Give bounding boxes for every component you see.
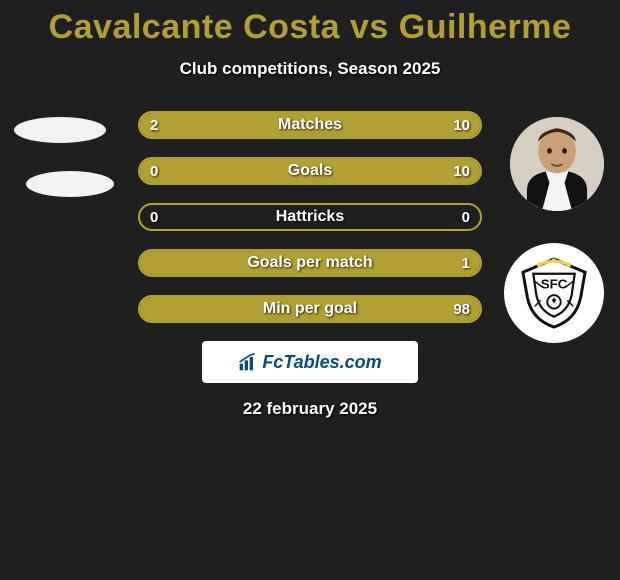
player1-club-logo xyxy=(26,171,114,197)
bar-fill-right xyxy=(197,113,480,137)
stat-bar: Goals per match1 xyxy=(138,249,482,277)
bar-value-left: 0 xyxy=(150,205,158,229)
bar-fill-right xyxy=(140,297,480,321)
player2-avatar xyxy=(510,117,604,211)
bar-value-right: 98 xyxy=(453,297,470,321)
comparison-bars: Matches210Goals010Hattricks00Goals per m… xyxy=(138,111,482,323)
chart-icon xyxy=(238,352,258,372)
bar-value-right: 10 xyxy=(453,113,470,137)
player2-club-logo: SFC xyxy=(504,243,604,343)
source-logo: FcTables.com xyxy=(202,341,418,383)
bar-fill-right xyxy=(140,251,480,275)
player1-avatar xyxy=(14,117,106,143)
bar-fill-right xyxy=(140,159,480,183)
svg-text:SFC: SFC xyxy=(541,277,568,292)
date-text: 22 february 2025 xyxy=(0,399,620,419)
page-title: Cavalcante Costa vs Guilherme xyxy=(0,0,620,47)
subtitle: Club competitions, Season 2025 xyxy=(0,59,620,79)
bar-value-right: 1 xyxy=(462,251,470,275)
bar-label: Hattricks xyxy=(140,205,480,229)
bar-value-right: 0 xyxy=(462,205,470,229)
bar-value-right: 10 xyxy=(453,159,470,183)
bar-fill-left xyxy=(140,113,197,137)
stat-bar: Min per goal98 xyxy=(138,295,482,323)
stat-bar: Matches210 xyxy=(138,111,482,139)
source-logo-text: FcTables.com xyxy=(262,352,381,373)
stats-area: SFC Matches210Goals010Hattricks00Goals p… xyxy=(0,111,620,323)
stat-bar: Hattricks0 0 xyxy=(138,203,482,231)
bar-value-left: 2 xyxy=(150,113,158,137)
stat-bar: Goals010 xyxy=(138,157,482,185)
bar-value-left: 0 xyxy=(150,159,158,183)
